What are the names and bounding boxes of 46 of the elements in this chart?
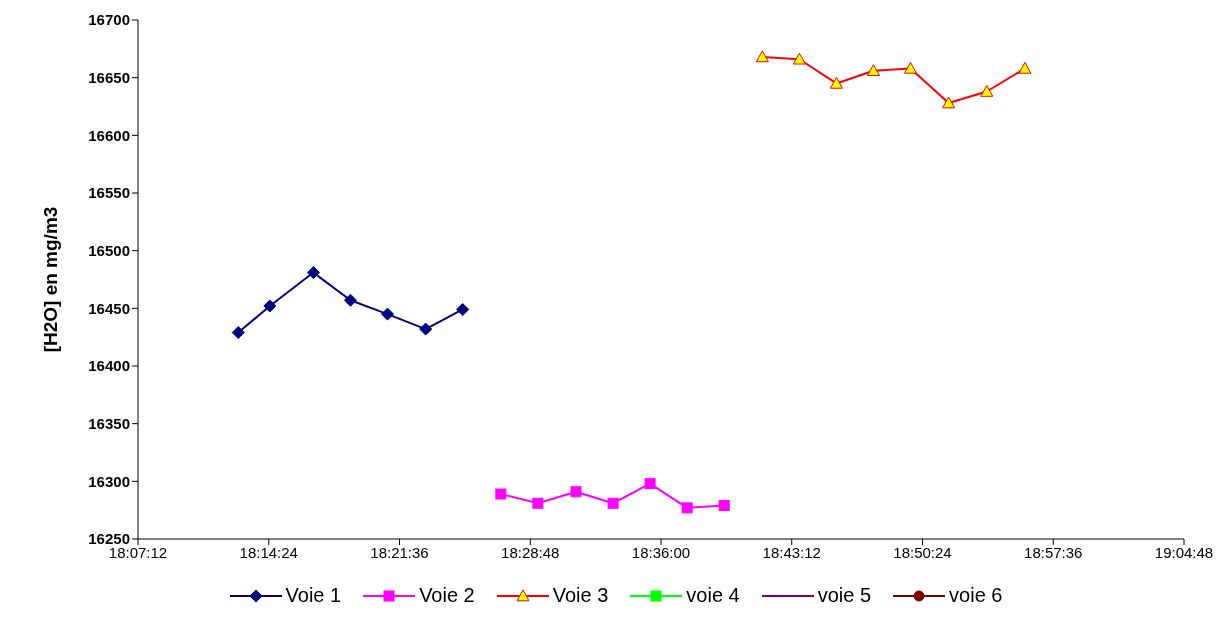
y-tick-label: 16300: [88, 472, 130, 490]
point: [495, 488, 507, 500]
x-tick-label: 18:36:00: [631, 543, 691, 561]
point: [570, 486, 582, 498]
point: [829, 76, 843, 89]
x-tick-label: 18:57:36: [1024, 543, 1083, 561]
point: [532, 497, 544, 509]
legend-label: Voie 2: [419, 584, 475, 607]
y-tick-label: 16700: [88, 11, 130, 29]
x-tick-label: 19:04:48: [1154, 543, 1214, 561]
x-tick-label: 18:43:12: [762, 543, 821, 561]
y-tick-label: 16500: [88, 241, 130, 259]
x-tick-label: 18:14:24: [239, 543, 298, 561]
point: [866, 64, 880, 77]
point: [980, 85, 994, 97]
y-axis-title: [H2O] en mg/m3: [39, 206, 61, 353]
point: [607, 497, 619, 509]
point: [381, 307, 395, 321]
legend-label: Voie 1: [285, 584, 342, 607]
x-tick-label: 18:28:48: [501, 543, 560, 561]
point: [456, 302, 470, 316]
point: [681, 502, 693, 514]
point: [306, 266, 320, 280]
point: [792, 52, 806, 65]
point: [263, 299, 277, 313]
point: [343, 293, 357, 307]
point: [419, 322, 433, 336]
point: [231, 326, 245, 340]
point: [904, 61, 918, 74]
point: [1018, 61, 1032, 74]
legend-label: Voie 3: [552, 584, 609, 607]
point: [755, 50, 769, 63]
y-tick-label: 16450: [88, 299, 130, 317]
x-tick-label: 18:21:36: [370, 543, 429, 561]
x-tick-label: 18:50:24: [893, 543, 952, 561]
y-tick-label: 16400: [88, 357, 130, 375]
point: [942, 96, 956, 109]
y-tick-label: 16550: [88, 184, 130, 202]
point: [718, 500, 730, 512]
y-tick-label: 16350: [88, 414, 130, 432]
point: [644, 478, 656, 490]
legend-label: voie 5: [817, 584, 872, 607]
legend-label: voie 4: [686, 584, 740, 607]
y-tick-label: 16600: [88, 126, 130, 144]
legend-label: voie 6: [949, 584, 1003, 607]
y-tick-label: 16650: [88, 68, 130, 86]
